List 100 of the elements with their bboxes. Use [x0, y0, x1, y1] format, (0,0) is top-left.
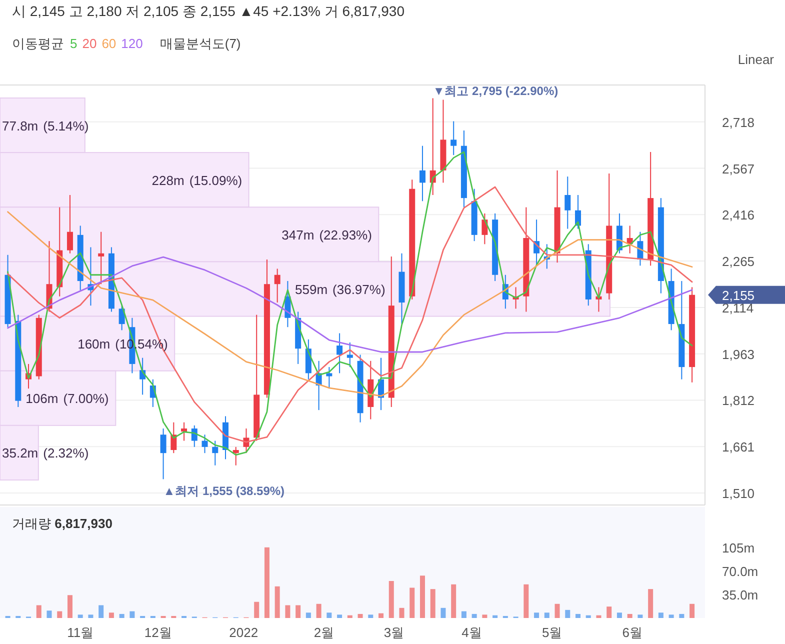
y-tick-label: 2,718 [722, 114, 755, 130]
bar [638, 614, 643, 618]
bar [46, 610, 52, 618]
legend-title: 이동평균 [12, 36, 64, 51]
candlestick [66, 194, 73, 254]
x-tick-label: 11월 [67, 625, 94, 640]
bar [648, 589, 654, 618]
line-series [7, 256, 693, 353]
candlestick [212, 440, 218, 466]
bar [420, 576, 425, 618]
bar [316, 604, 322, 618]
text: Linear [738, 52, 775, 67]
data-label: 77.8m [2, 118, 38, 134]
bar [88, 614, 94, 618]
bar [337, 614, 342, 618]
text: 60 [102, 36, 116, 51]
candlestick [336, 332, 343, 374]
candlestick [564, 176, 571, 230]
candlestick [170, 422, 177, 454]
annotation: (36.97%) [332, 282, 386, 297]
y-tick-label: 105m [722, 540, 755, 556]
bar [274, 586, 280, 618]
candlestick [98, 231, 104, 285]
data-label: 160m [78, 336, 110, 352]
y-tick-label: 2,416 [722, 208, 755, 223]
y-tick-label: 1,510 [722, 486, 755, 502]
bar [67, 595, 72, 618]
annotation: ▼최고 2,795 (-22.90%) [432, 84, 558, 98]
bar [78, 614, 83, 618]
bar [492, 615, 498, 618]
x-tick-label: 2022 [229, 625, 258, 640]
data-label: 35.2m [2, 446, 38, 461]
candlestick [274, 268, 280, 304]
bar [690, 604, 695, 618]
bar [554, 604, 560, 618]
x-tick-label: 12월 [144, 625, 172, 640]
y-tick-label: 1,963 [722, 346, 755, 362]
bar [358, 614, 363, 618]
y-tick-label: 2,265 [722, 254, 755, 270]
y-tick-label: 35.0m [722, 587, 758, 602]
bar [596, 615, 602, 618]
bar [586, 615, 591, 618]
y-tick-label: 1,661 [722, 440, 755, 455]
data-label: 347m [282, 227, 314, 242]
annotation: (22.93%) [319, 227, 372, 242]
text: 거래량 6,817,930 [12, 516, 112, 531]
candlestick [346, 342, 353, 368]
y-tick-label: 2,567 [722, 161, 755, 176]
candlestick [326, 366, 332, 390]
text: 120 [121, 36, 143, 51]
bar [472, 614, 477, 618]
bar [388, 581, 394, 618]
annotation: (2.32%) [43, 446, 89, 461]
bar [98, 605, 104, 618]
bar [627, 614, 632, 618]
text: 5 [70, 36, 78, 51]
bar [130, 611, 135, 618]
bar [306, 612, 311, 618]
annotation: ▲최저 1,555 (38.59%) [163, 484, 285, 498]
bar [36, 605, 42, 618]
data-label: 228m [152, 172, 184, 188]
bar [461, 611, 466, 618]
bar [616, 612, 622, 618]
bar [524, 584, 529, 618]
bar [544, 612, 550, 618]
text: 20 [82, 36, 97, 51]
x-tick-label: 4월 [462, 625, 482, 640]
x-tick-label: 2월 [314, 625, 334, 640]
bar [606, 606, 612, 618]
candlestick [450, 120, 457, 156]
annotation: (7.00%) [63, 391, 109, 406]
bar [296, 605, 301, 618]
x-tick-label: 3월 [384, 625, 404, 640]
data-label: 106m [26, 391, 58, 406]
bar [534, 612, 540, 618]
bar [658, 612, 664, 618]
candlestick [482, 212, 488, 245]
bar [440, 608, 446, 618]
y-tick-label: 1,812 [722, 393, 755, 408]
candlestick [160, 428, 166, 480]
annotation: 2,155 [722, 288, 755, 303]
bar [378, 613, 384, 618]
bar [264, 547, 270, 618]
bar [451, 584, 456, 618]
y-tick-label: 2,114 [722, 300, 754, 316]
candlestick [202, 434, 208, 454]
bar [482, 614, 488, 618]
bar [368, 614, 374, 618]
x-tick-label: 5월 [542, 625, 562, 640]
bar [347, 615, 352, 618]
bar [565, 610, 570, 618]
y-tick-label: 70.0m [722, 564, 758, 579]
chart-title: 매물분석도(7) [160, 36, 241, 51]
candlestick [419, 145, 426, 202]
annotation: (5.14%) [43, 118, 89, 134]
bar [410, 588, 415, 618]
candlestick [181, 422, 188, 442]
annotation: (15.09%) [189, 172, 242, 188]
bar [399, 608, 404, 618]
bar [108, 612, 114, 618]
